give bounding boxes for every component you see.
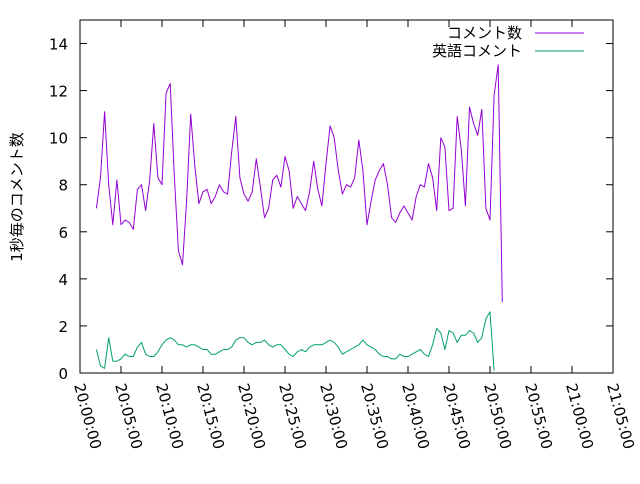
- x-tick-label: 20:15:00: [193, 381, 228, 451]
- y-tick-label: 8: [58, 177, 68, 195]
- y-tick-label: 0: [58, 365, 68, 383]
- x-tick-label: 21:05:00: [603, 381, 638, 451]
- y-axis-label: 1秒毎のコメント数: [8, 132, 26, 262]
- y-tick-label: 4: [58, 271, 68, 289]
- series-layer: [95, 64, 503, 371]
- x-tick-label: 21:00:00: [562, 381, 597, 451]
- x-tick-label: 20:05:00: [111, 381, 146, 451]
- x-tick-label: 20:35:00: [357, 381, 392, 451]
- x-axis: 20:00:00 20:05:00 20:10:00 20:15:00 20:20:00…: [70, 20, 638, 451]
- y-tick-label: 2: [58, 318, 68, 336]
- x-tick-label: 20:45:00: [439, 381, 474, 451]
- x-tick-label: 20:10:00: [152, 381, 187, 451]
- series-line-0: [95, 64, 503, 303]
- x-tick-label: 20:00:00: [70, 381, 105, 451]
- y-tick-label: 12: [49, 83, 68, 101]
- x-tick-label: 20:20:00: [234, 381, 269, 451]
- x-tick-label: 20:25:00: [275, 381, 310, 451]
- x-tick-label: 20:40:00: [398, 381, 433, 451]
- y-tick-label: 10: [49, 130, 68, 148]
- x-tick-label: 20:30:00: [316, 381, 351, 451]
- y-tick-label: 14: [49, 36, 68, 54]
- legend-label: 英語コメント: [432, 42, 522, 60]
- plot-frame: [79, 19, 614, 374]
- series-line-1: [95, 311, 495, 371]
- y-axis: 0 2 4 6 8 10 12 14: [49, 36, 613, 383]
- x-tick-label: 20:55:00: [521, 381, 556, 451]
- legend-label: コメント数: [447, 24, 522, 42]
- x-tick-label: 20:50:00: [480, 381, 515, 451]
- y-tick-label: 6: [58, 224, 68, 242]
